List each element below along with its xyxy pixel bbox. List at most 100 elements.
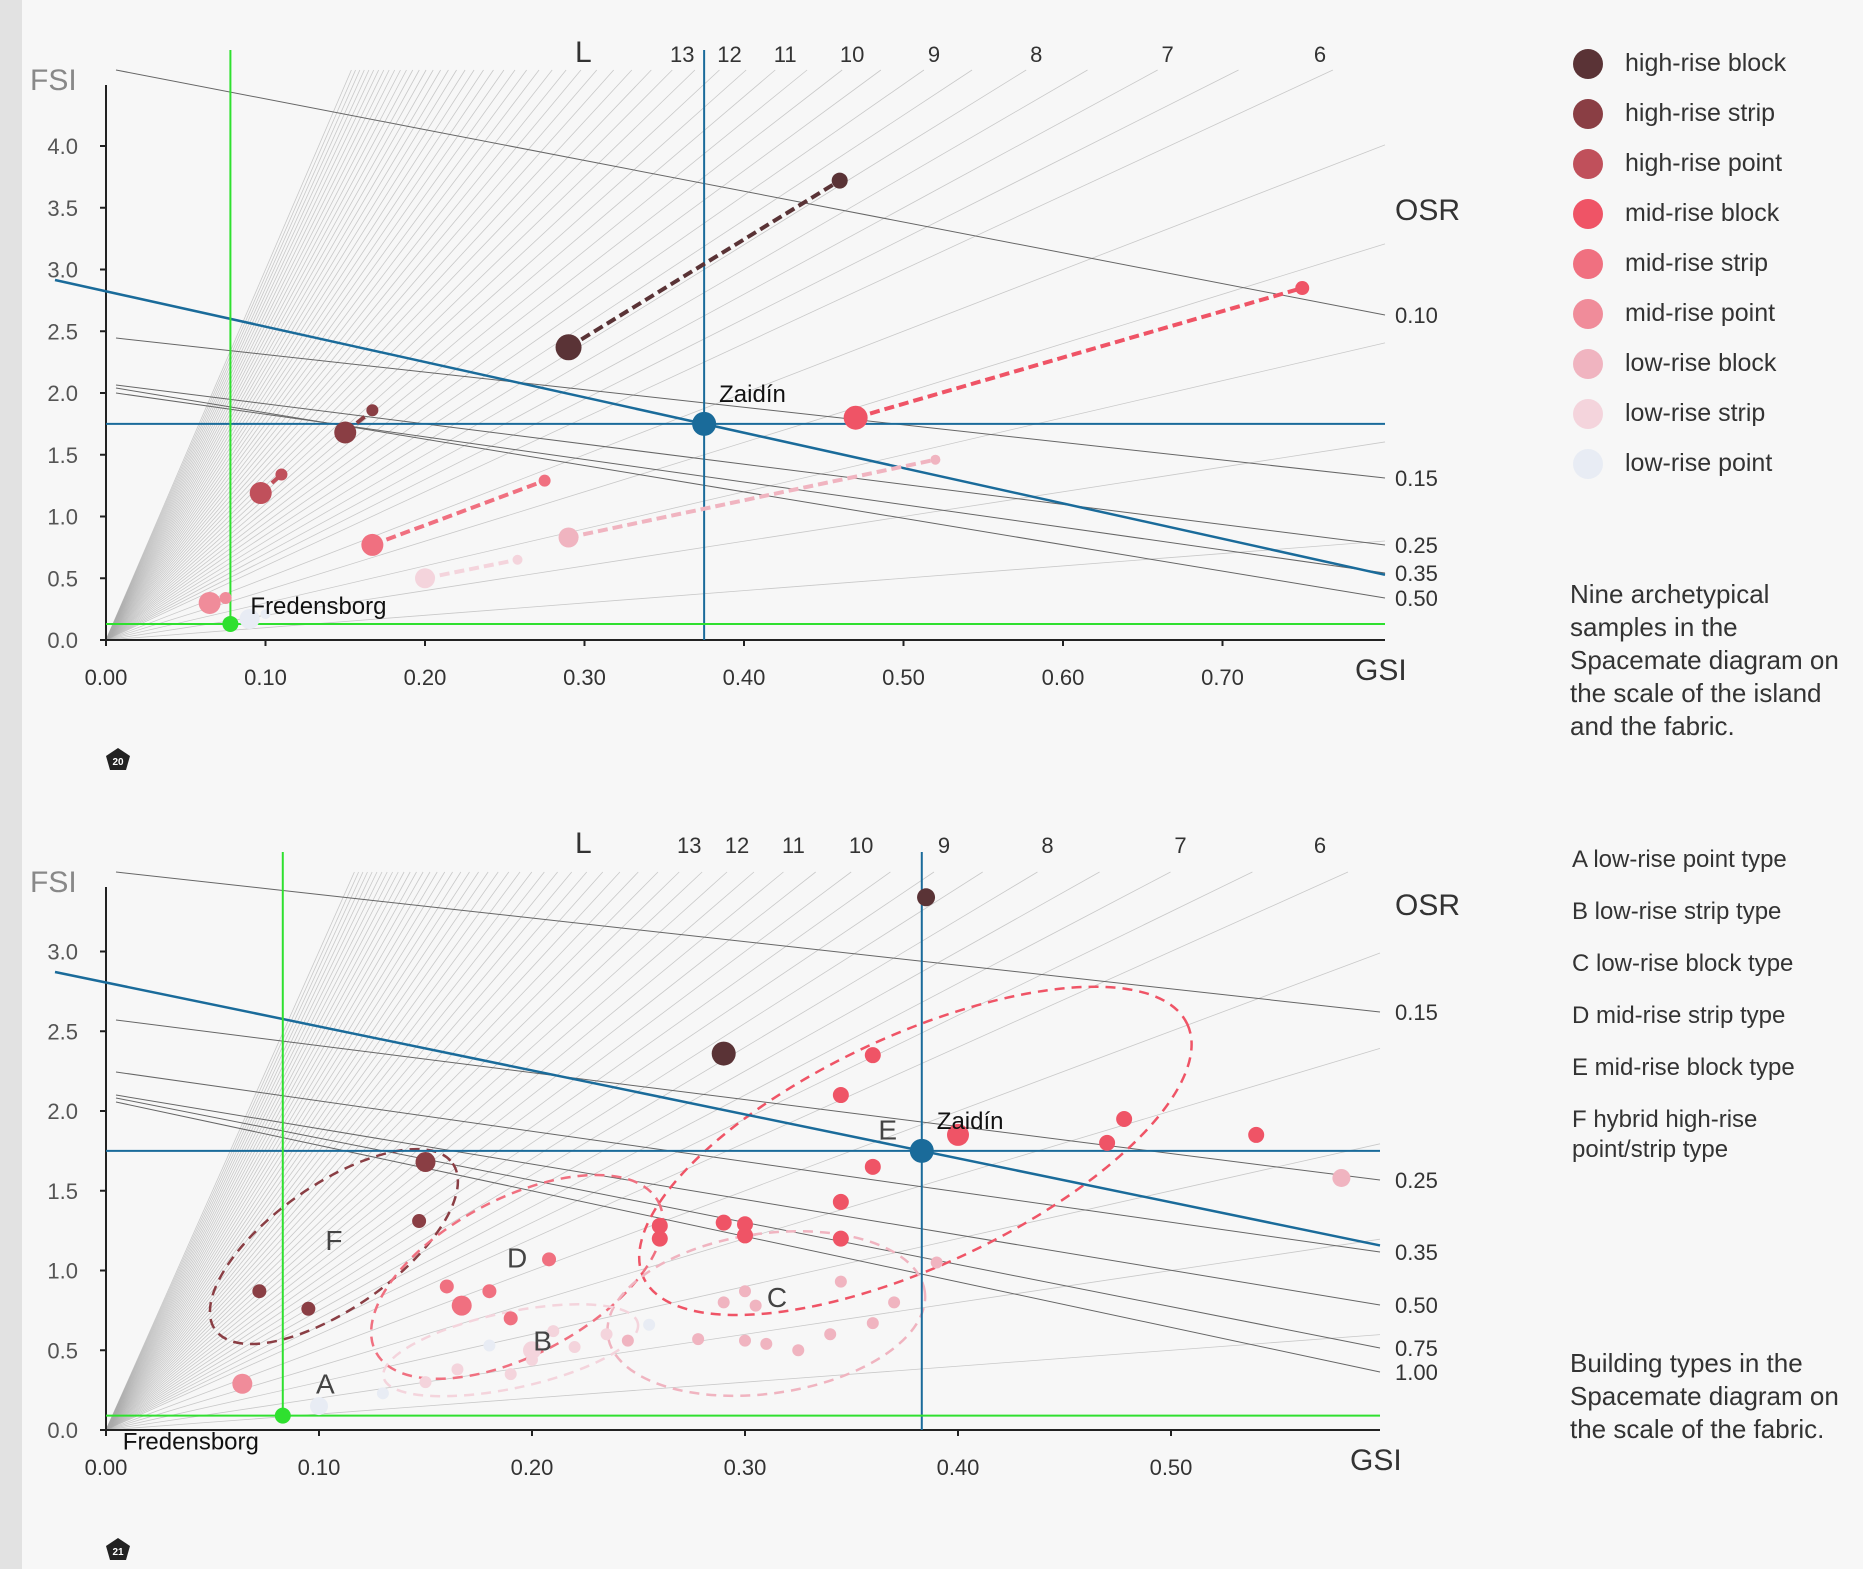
l-line: [105, 69, 696, 641]
data-point: [249, 482, 272, 505]
x-axis-label: GSI: [1350, 1444, 1402, 1477]
y-tick-label: 0.5: [47, 1338, 78, 1363]
l-tick-label: 13: [670, 42, 694, 67]
data-point: [717, 1296, 730, 1309]
data-point: [451, 1363, 464, 1376]
cluster-label: C: [767, 1282, 787, 1313]
data-point: [301, 1301, 316, 1316]
data-point: [739, 1334, 751, 1347]
data-point: [866, 1317, 879, 1330]
data-point: [643, 1318, 656, 1331]
figure-badge: [106, 748, 130, 770]
chart-21: 0.15 0.25 0.35 0.50 0.751.00 OSR L 13 12 11 10 9 8 7 6…: [30, 827, 1460, 1560]
legend-swatch: [1573, 199, 1603, 229]
y-tick-label: 3.0: [47, 258, 78, 283]
data-point: [526, 1353, 538, 1366]
zaidin-marker: [909, 1138, 934, 1163]
y-axis-label: FSI: [30, 64, 77, 97]
l-line: [105, 69, 484, 641]
l-tick-label: 12: [725, 833, 749, 858]
l-line: [105, 69, 1334, 641]
legend-swatch: [1573, 49, 1603, 79]
osr-tick-label: 0.50: [1395, 586, 1438, 611]
data-point: [361, 533, 384, 556]
data-point: [832, 1230, 849, 1247]
fredensborg-marker: [222, 615, 239, 632]
fredensborg-label: Fredensborg: [250, 593, 386, 620]
x-tick-label: 0.40: [723, 665, 766, 690]
x-tick-label: 0.60: [1042, 665, 1085, 690]
type-cluster-outline: [382, 1303, 640, 1398]
legend-swatch: [1573, 99, 1603, 129]
x-tick-label: 0.50: [1150, 1455, 1193, 1480]
l-line: [105, 1238, 1381, 1431]
l-line: [105, 69, 414, 641]
osr-tick-label: 0.25: [1395, 1168, 1438, 1193]
x-tick-label: 0.50: [882, 665, 925, 690]
data-point: [558, 527, 579, 548]
data-point: [692, 1333, 705, 1346]
l-line: [105, 69, 598, 641]
l-tick-label: 9: [928, 42, 940, 67]
data-point: [568, 1341, 581, 1354]
data-point: [651, 1230, 668, 1247]
cluster-label: B: [533, 1325, 552, 1356]
data-point: [415, 1152, 436, 1173]
l-line: [105, 69, 365, 641]
legend-swatch: [1573, 149, 1603, 179]
l-line: [105, 69, 1088, 641]
data-point: [334, 421, 357, 444]
series-low-rise-block: [558, 454, 941, 548]
y-tick-label: 1.0: [47, 505, 78, 530]
legend-label: low-rise strip: [1625, 399, 1766, 427]
legend-label: mid-rise strip: [1625, 249, 1769, 277]
data-point: [715, 1214, 732, 1231]
series-mid-rise-strip: [361, 474, 551, 556]
x-tick-label: 0.40: [937, 1455, 980, 1480]
fredensborg-marker: [274, 1407, 291, 1424]
y-tick-label: 0.0: [47, 1418, 78, 1443]
l-line: [105, 69, 375, 641]
osr-tick-label: 0.15: [1395, 466, 1438, 491]
l-axis-label: L: [575, 827, 592, 860]
y-tick-label: 1.0: [47, 1259, 78, 1284]
data-point: [451, 1295, 472, 1316]
y-tick-label: 1.5: [47, 443, 78, 468]
data-point: [832, 1087, 849, 1104]
osr-line: [115, 384, 1386, 546]
l-line: [105, 69, 747, 641]
l-line: [105, 69, 567, 641]
l-tick-label: 13: [677, 833, 701, 858]
data-point: [737, 1227, 753, 1244]
legend-label: high-rise block: [1625, 49, 1787, 77]
data-point: [504, 1368, 517, 1381]
data-point: [555, 334, 582, 361]
legend-item-low-rise-strip: low-rise strip: [1565, 390, 1855, 440]
series-high-rise-block: [711, 888, 936, 1066]
osr-tick-label: 1.00: [1395, 1360, 1438, 1385]
legend-label: low-rise block: [1625, 349, 1777, 377]
l-line: [105, 69, 466, 641]
data-point: [843, 405, 868, 430]
l-tick-label: 9: [938, 833, 950, 858]
osr-line: [115, 1019, 1381, 1181]
l-line: [105, 69, 540, 641]
data-point: [542, 1252, 557, 1267]
legend-swatch: [1573, 249, 1603, 279]
data-point: [621, 1334, 634, 1347]
l-line: [105, 69, 652, 641]
cluster-label: A: [316, 1368, 335, 1399]
l-tick-label: 11: [782, 833, 805, 858]
osr-axis-label: OSR: [1395, 889, 1460, 922]
osr-line: [115, 69, 1386, 316]
data-point: [1295, 281, 1310, 296]
zaidin-label: Zaidín: [719, 381, 786, 408]
legend-item-low-rise-point: low-rise point: [1565, 440, 1855, 490]
series-high-rise-strip: [334, 404, 379, 444]
data-point: [1116, 1110, 1133, 1127]
data-point: [739, 1285, 751, 1298]
legend-swatch: [1573, 449, 1603, 479]
data-point: [824, 1328, 837, 1341]
data-point: [917, 888, 936, 907]
series-low-rise-strip: [415, 554, 523, 589]
